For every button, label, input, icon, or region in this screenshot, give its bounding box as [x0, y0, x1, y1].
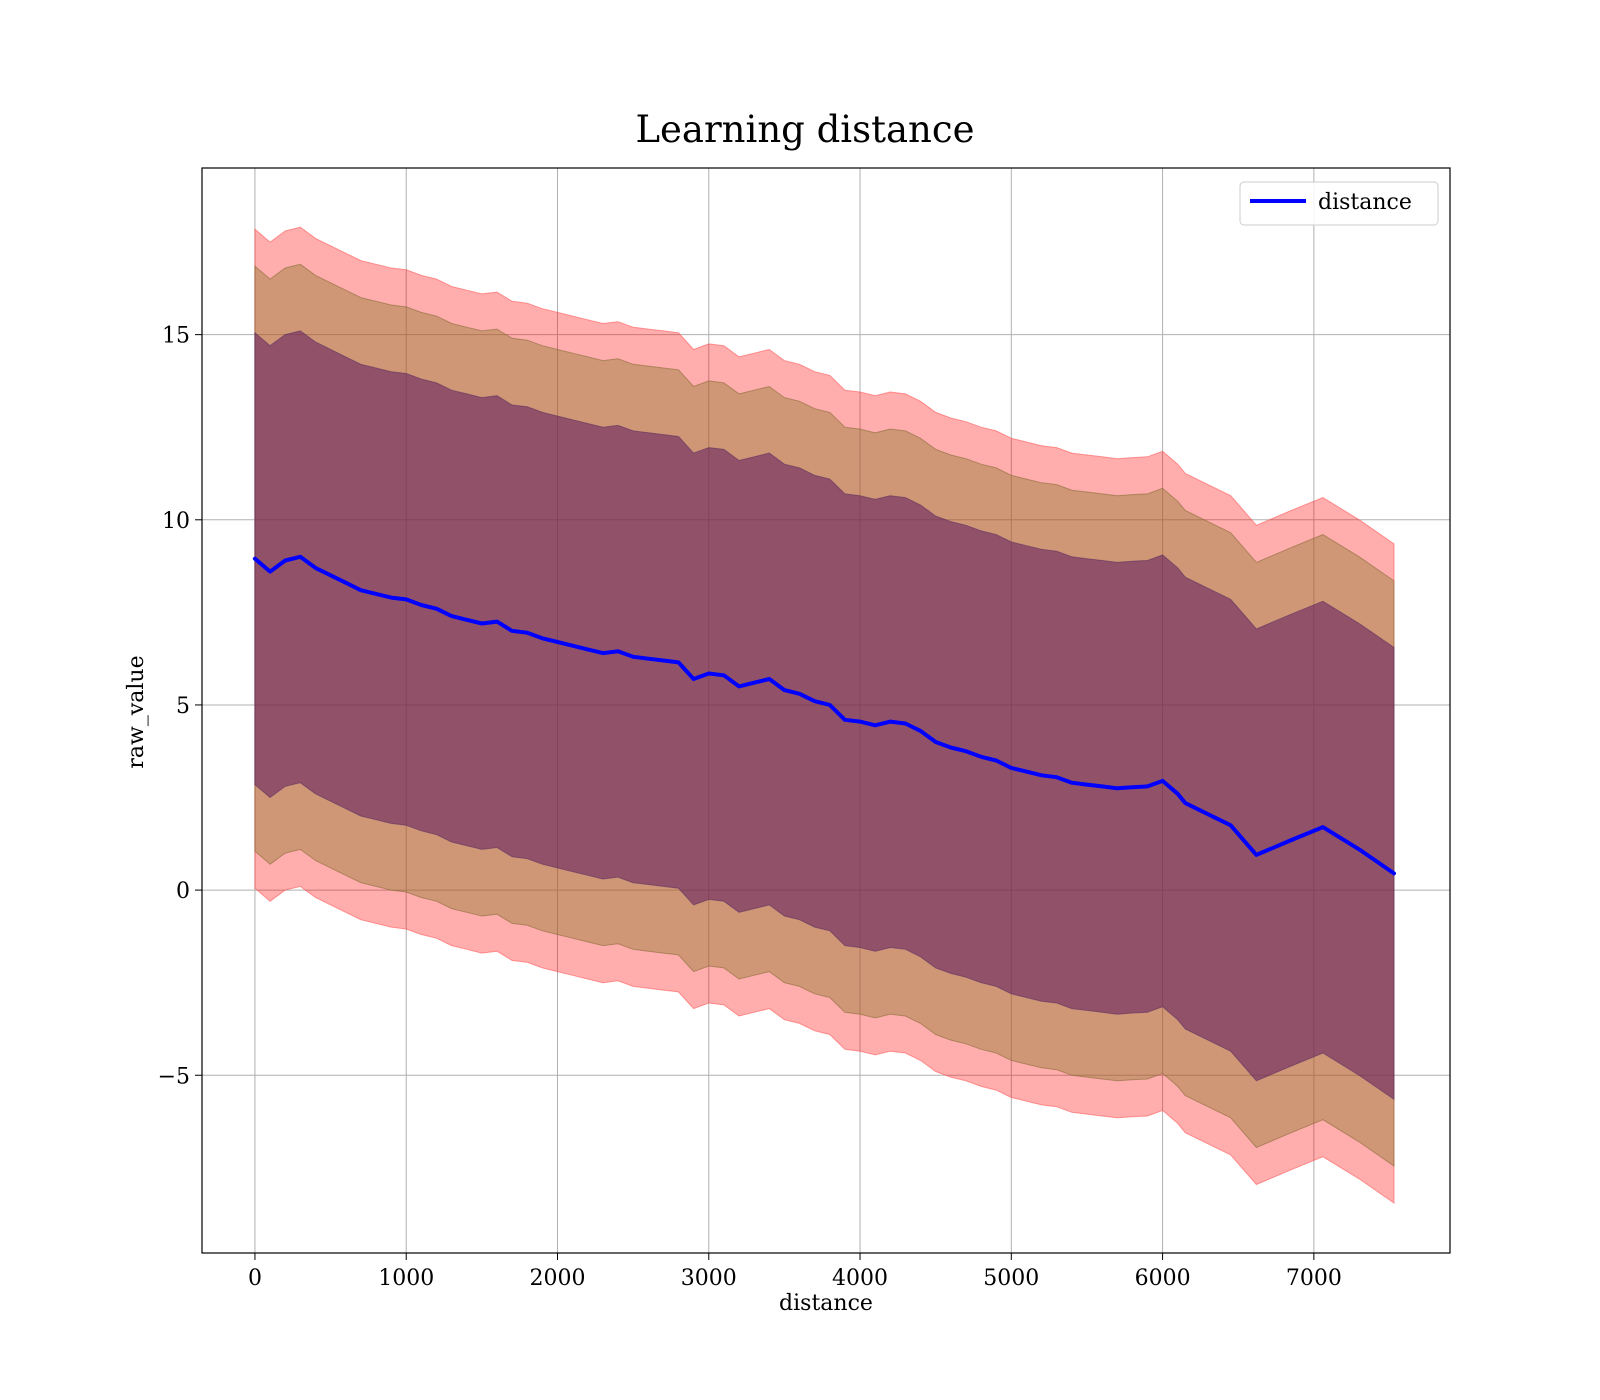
x-tick-label: 4000: [832, 1266, 888, 1291]
chart-title: Learning distance: [635, 108, 974, 151]
x-tick-label: 2000: [529, 1266, 585, 1291]
band-inner: [254, 330, 1395, 1101]
y-tick-label: −5: [158, 1064, 190, 1089]
legend-box: [1239, 181, 1439, 226]
y-tick-label: 10: [162, 509, 190, 534]
bands: [254, 226, 1395, 1204]
plot-frame: [201, 167, 1451, 1254]
series-line-distance: [252, 554, 1396, 876]
ticks: 0 1000 2000 3000 4000 5000 6000 7000 −5 0 5 10 15: [158, 324, 1342, 1291]
y-tick-label: 15: [162, 324, 190, 349]
x-tick-label: 3000: [681, 1266, 737, 1291]
y-tick-label: 5: [176, 694, 190, 719]
legend: distance: [1239, 181, 1439, 226]
legend-entry-distance: distance: [1318, 190, 1412, 215]
x-axis-label: distance: [779, 1291, 873, 1316]
x-tick-label: 1000: [378, 1266, 434, 1291]
y-tick-label: 0: [176, 879, 190, 904]
x-tick-label: 0: [248, 1266, 262, 1291]
y-axis-label: raw_value: [124, 655, 149, 768]
x-tick-label: 5000: [983, 1266, 1039, 1291]
x-tick-label: 6000: [1135, 1266, 1191, 1291]
series-lines: [252, 554, 1396, 876]
x-tick-label: 7000: [1286, 1266, 1342, 1291]
